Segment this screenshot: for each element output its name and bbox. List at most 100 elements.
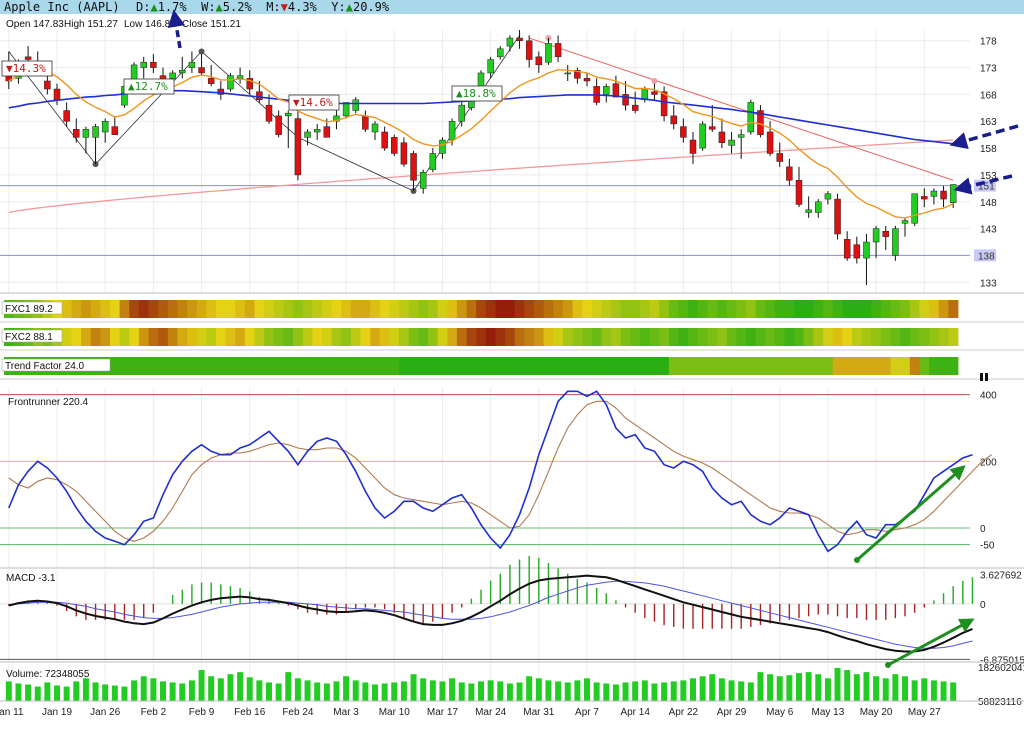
fxc2-row-cell <box>832 328 843 346</box>
fxc2-row-cell <box>668 328 679 346</box>
fxc1-row-cell <box>428 300 439 318</box>
candle-body <box>506 37 514 47</box>
x-tick-label: Mar 10 <box>379 707 411 718</box>
candle-body <box>709 126 716 130</box>
fxc1-row-cell <box>90 300 101 318</box>
trend-factor-row-cell <box>485 357 496 375</box>
fxc1-row-cell <box>110 300 121 318</box>
fxc1-row-cell <box>389 300 400 318</box>
percent-annotation-arrow: ▼ <box>6 62 13 75</box>
fxc2-row-cell <box>350 328 361 346</box>
candle-body <box>294 118 302 176</box>
header-bar <box>0 0 1024 14</box>
trend-factor-row-cell <box>582 357 593 375</box>
trend-factor-row-cell <box>601 357 612 375</box>
fxc1-row-cell <box>649 300 660 318</box>
fxc2-row-cell <box>322 328 333 346</box>
trend-factor-row-cell <box>225 357 236 375</box>
candle-body <box>217 88 225 95</box>
macd-tick-label: 0 <box>980 600 986 611</box>
trend-factor-row-cell <box>476 357 487 375</box>
percent-annotation-3: ▲18.8% <box>451 85 503 102</box>
pause-icon-bar <box>985 373 988 381</box>
header-change-3: Y:▲20.9% <box>331 0 390 14</box>
x-tick-label: May 13 <box>812 707 845 718</box>
fxc1-row-cell <box>331 300 342 318</box>
trend-factor-row-cell <box>688 357 699 375</box>
volume-bar <box>198 670 205 701</box>
trend-factor-row-cell <box>611 357 622 375</box>
candle-body <box>757 110 764 135</box>
candle-body <box>728 139 735 146</box>
fxc2-row-cell <box>389 328 400 346</box>
volume-bar <box>343 676 350 701</box>
fxc2-row-cell <box>138 328 149 346</box>
candle-body <box>766 131 774 154</box>
trend-factor-row-cell <box>110 357 121 375</box>
blue-arrow-ma <box>949 124 1019 150</box>
volume-panel: 182602041 58823116 Volume: 72348055 <box>0 663 1024 708</box>
volume-bar <box>574 680 581 701</box>
candle-body <box>911 193 918 224</box>
fxc2-row-cell <box>611 328 622 346</box>
percent-annotation-text: ▼14.6% <box>293 96 333 109</box>
candle-body <box>44 80 51 90</box>
percent-annotation-box <box>1 60 53 77</box>
fxc2-row-cell <box>717 328 728 346</box>
candle-body <box>863 241 870 259</box>
volume-bar <box>497 681 504 701</box>
header-change-arrow: ▲ <box>346 0 354 14</box>
fxc2-row-cell <box>71 328 82 346</box>
fxc1-row-cell <box>620 300 631 318</box>
candle-body <box>921 196 928 200</box>
fxc1-row-cell <box>919 300 930 318</box>
trend-factor-row-cell <box>129 357 140 375</box>
macd-panel: 3.627692 0 -6.875015 MACD -3.1 <box>0 555 1024 666</box>
fxc2-row-cell <box>447 328 458 346</box>
fxc1-row-cell <box>505 300 516 318</box>
fxc2-row-cell <box>187 328 198 346</box>
volume-bar <box>429 680 436 701</box>
trend-factor-row-cell <box>350 357 361 375</box>
macd-line <box>8 574 973 653</box>
trend-factor-row-cell <box>774 357 785 375</box>
fxc2-row-cell <box>167 328 178 346</box>
header-change-arrow: ▼ <box>281 0 289 14</box>
fxc2-row-cell <box>880 328 891 346</box>
ohlc-low: Low 146.86 <box>124 19 176 30</box>
fxc2-row-cell <box>331 328 342 346</box>
fxc2-row-cell <box>81 328 92 346</box>
candle-body <box>834 198 841 235</box>
volume-bar <box>921 678 928 701</box>
fxc2-row-cell <box>273 328 284 346</box>
candle-body <box>747 102 755 133</box>
fxc2-row-cell <box>466 328 477 346</box>
trend-factor-row-cell <box>697 357 708 375</box>
fxc2-row-cell <box>428 328 439 346</box>
fxc2-row-cell <box>842 328 853 346</box>
candle-body <box>892 228 899 256</box>
trend-factor-row-cell <box>871 357 882 375</box>
candle-body <box>140 61 147 68</box>
trend-factor-row-cell <box>148 357 159 375</box>
fxc2-row-cell <box>341 328 352 346</box>
fxc1-row-cell <box>206 300 217 318</box>
fxc2-row: FXC2 88.1 <box>0 328 1024 351</box>
candle-body <box>150 61 157 68</box>
trend-factor-row-cell <box>842 357 853 375</box>
trend-factor-row-cell <box>880 357 891 375</box>
fxc2-row-cell <box>553 328 564 346</box>
fxc2-row-cell <box>543 328 554 346</box>
volume-bar <box>92 682 99 701</box>
candle-body <box>554 43 562 58</box>
fxc1-row-cell <box>688 300 699 318</box>
fxc2-row-cell <box>514 328 525 346</box>
price-tick-label: 143 <box>980 225 997 236</box>
trend-factor-row-cell <box>678 357 689 375</box>
percent-annotation-value: 18.8% <box>463 87 496 100</box>
volume-bar <box>603 683 610 701</box>
volume-bar <box>111 685 118 701</box>
fxc1-row-cell <box>158 300 169 318</box>
fxc2-row-cell <box>437 328 448 346</box>
fxc2-row-cell <box>360 328 371 346</box>
